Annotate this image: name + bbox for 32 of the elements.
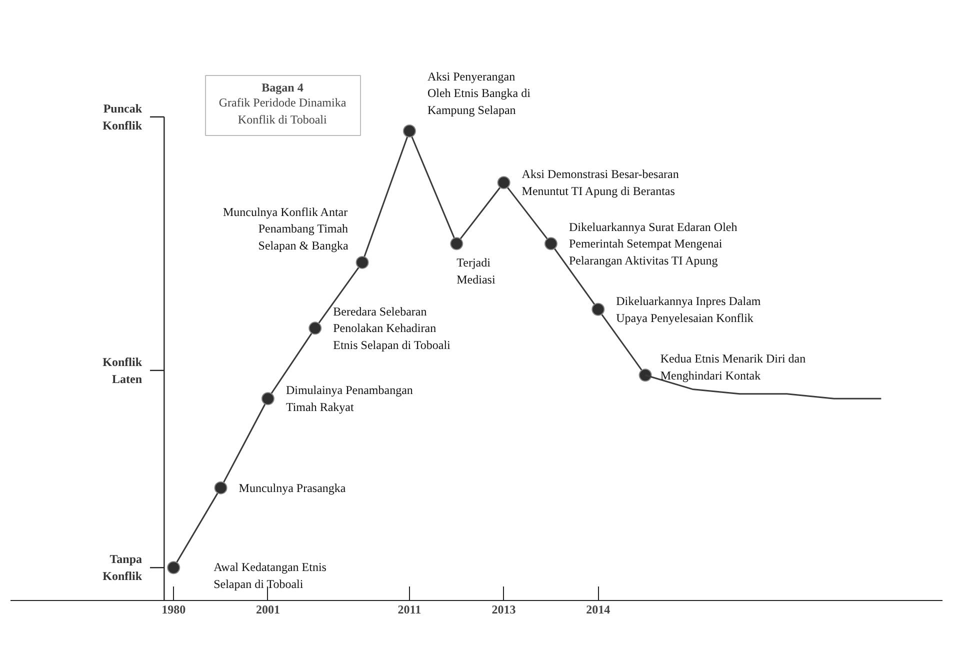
annotation: Terjadi Mediasi — [456, 256, 496, 286]
ref-line-label: Puncak Konflik — [102, 101, 142, 132]
point — [356, 256, 369, 269]
point — [450, 237, 464, 250]
annotation: Awal Kedatangan Etnis Selapan di Toboali — [214, 560, 327, 592]
annotation: Dikeluarkannya Surat Edaran Oleh Pemerintah Setempat Mengenai Pelarangan Aktivitas TI Apung — [568, 220, 738, 268]
annotation: Kedua Etnis Menarik Diri dan Menghindari Kontak — [660, 352, 806, 383]
x-tick-label: 1980 — [162, 602, 186, 616]
chart-subtitle: Grafik Peridode Dinamika Konflik di Toboali — [218, 96, 347, 126]
chart-title: Bagan 4 — [262, 80, 304, 94]
x-tick-label: 2011 — [398, 602, 422, 616]
point — [402, 124, 416, 138]
ref-line-label: Tanpa Konflik — [102, 552, 142, 584]
annotation: Dimulainya Penambangan Timah Rakyat — [286, 383, 413, 414]
annotation: Munculnya Prasangka — [238, 480, 346, 495]
point — [214, 481, 228, 494]
text: Aksi Penyerangan Oleh Etnis Bangka di Kampung Selapan — [427, 69, 532, 117]
point — [308, 322, 322, 335]
x-tick-label: 2014 — [586, 602, 610, 616]
ref-line-label: Konflik Laten — [102, 355, 142, 386]
point — [497, 176, 510, 190]
x-tick-label: 2013 — [492, 602, 516, 616]
point — [167, 561, 180, 574]
point — [261, 392, 274, 406]
point — [544, 237, 558, 250]
annotation: Munculnya Konflik Antar Penambang Timah Selapan & Bangka — [222, 204, 349, 252]
annotation: Beredara Selebaran Penolakan Kehadiran Etnis Selapan di Toboali — [333, 304, 452, 352]
point — [592, 302, 605, 316]
point — [638, 368, 652, 382]
x-tick-label: 2001 — [256, 602, 280, 616]
annotation: Dikeluarkannya Inpres Dalam Upaya Penyelesaian Konflik — [616, 294, 762, 325]
annotation: Aksi Demonstrasi Besar-besaran Menuntut TI Apung di Berantas — [522, 167, 679, 198]
